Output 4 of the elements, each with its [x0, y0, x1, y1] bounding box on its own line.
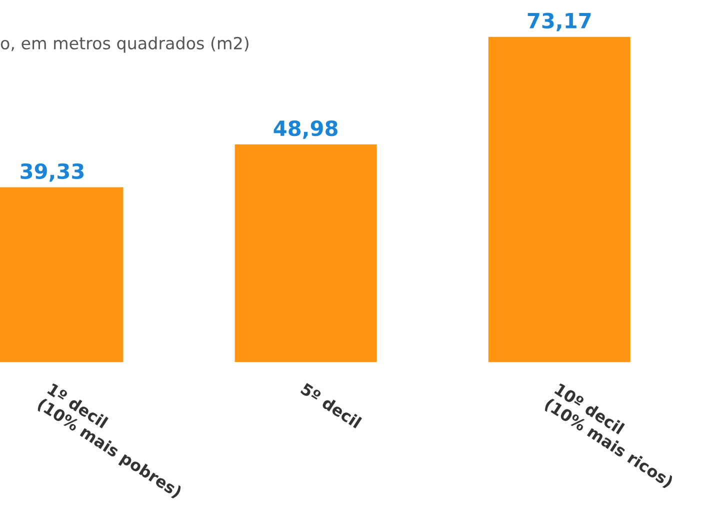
data-label: 73,17 [528, 12, 591, 32]
data-label: 48,98 [274, 120, 338, 139]
chart-title: o, em metros quadrados (m2) [0, 36, 248, 53]
data-label: 39,33 [20, 163, 84, 182]
